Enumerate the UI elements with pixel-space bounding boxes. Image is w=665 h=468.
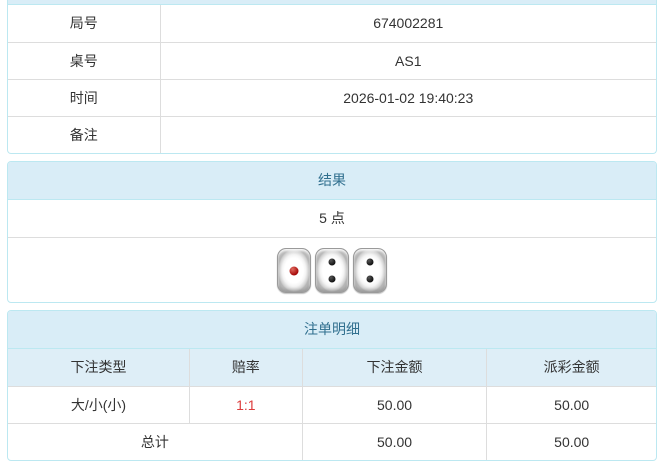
- round-number-label: 局号: [8, 5, 161, 43]
- result-panel-title: 结果: [8, 162, 656, 200]
- table-row: 时间 2026-01-02 19:40:23: [8, 78, 656, 117]
- info-panel-heading-strip: [8, 0, 656, 5]
- bet-amount: 50.00: [301, 385, 488, 424]
- total-row: 总计 50.00 50.00: [8, 422, 656, 460]
- bet-table: 下注类型 赔率 下注金额 派彩金额 大/小(小) 1:1 50.00 50.00…: [8, 349, 656, 460]
- bet-panel-title: 注单明细: [8, 311, 656, 349]
- info-table: 局号 674002281 桌号 AS1 时间 2026-01-02 19:40:…: [8, 5, 656, 153]
- col-header-bet-amount: 下注金额: [301, 349, 488, 387]
- table-row: 备注: [8, 115, 656, 153]
- die-pip: [328, 275, 336, 283]
- bet-table-header-row: 下注类型 赔率 下注金额 派彩金额: [8, 349, 656, 387]
- table-row: 桌号 AS1: [8, 41, 656, 80]
- info-panel: 局号 674002281 桌号 AS1 时间 2026-01-02 19:40:…: [7, 0, 657, 154]
- time-value: 2026-01-02 19:40:23: [159, 78, 656, 117]
- table-number-value: AS1: [159, 41, 656, 80]
- col-header-payout-amount: 派彩金额: [486, 349, 656, 387]
- bet-row: 大/小(小) 1:1 50.00 50.00: [8, 385, 656, 424]
- col-header-odds: 赔率: [188, 349, 303, 387]
- bet-type: 大/小(小): [8, 385, 190, 424]
- die-pip: [366, 258, 374, 266]
- dice-row: [8, 238, 656, 302]
- total-label: 总计: [8, 422, 303, 460]
- round-number-value: 674002281: [159, 5, 656, 43]
- col-header-bet-type: 下注类型: [8, 349, 190, 387]
- time-label: 时间: [8, 78, 161, 117]
- die-3: [353, 247, 387, 293]
- total-bet-amount: 50.00: [301, 422, 488, 460]
- die-pip: [289, 266, 299, 276]
- total-payout-amount: 50.00: [486, 422, 656, 460]
- result-panel: 结果 5 点: [7, 161, 657, 303]
- die-pip: [328, 258, 336, 266]
- payout-amount: 50.00: [486, 385, 656, 424]
- bet-odds: 1:1: [188, 385, 303, 424]
- remark-label: 备注: [8, 115, 161, 153]
- die-1: [277, 247, 311, 293]
- die-2: [315, 247, 349, 293]
- result-points: 5 点: [8, 200, 656, 238]
- table-number-label: 桌号: [8, 41, 161, 80]
- remark-value: [159, 115, 656, 153]
- table-row: 局号 674002281: [8, 5, 656, 43]
- bet-panel: 注单明细 下注类型 赔率 下注金额 派彩金额 大/小(小) 1:1 50.00 …: [7, 310, 657, 461]
- die-pip: [366, 275, 374, 283]
